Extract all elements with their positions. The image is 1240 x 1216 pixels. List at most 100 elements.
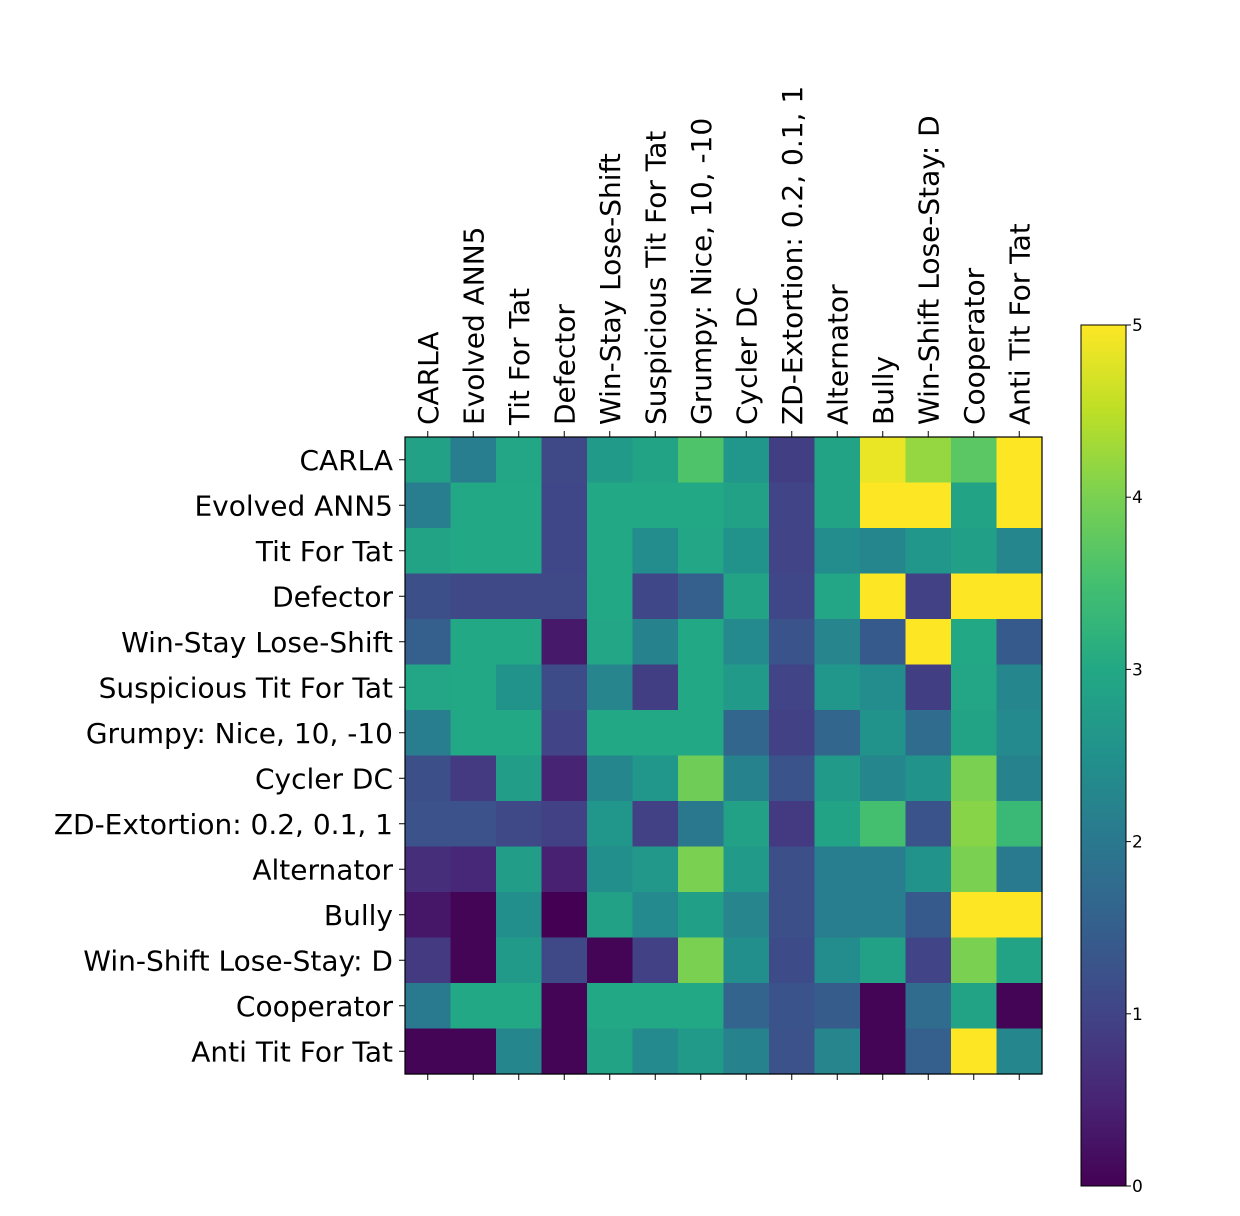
heatmap-cell bbox=[951, 1028, 998, 1075]
heatmap-cell bbox=[860, 619, 907, 666]
heatmap-cell bbox=[678, 664, 725, 711]
heatmap-cell bbox=[814, 1028, 861, 1075]
x-tick-label: CARLA bbox=[412, 331, 445, 425]
heatmap-cell bbox=[450, 664, 497, 711]
y-tick-label: Cooperator bbox=[236, 990, 394, 1023]
heatmap-cell bbox=[496, 528, 543, 575]
heatmap-cell bbox=[496, 1028, 543, 1075]
heatmap-cell bbox=[541, 664, 588, 711]
heatmap-cell bbox=[814, 528, 861, 575]
y-tick-label: CARLA bbox=[299, 444, 393, 477]
x-tick-label: Grumpy: Nice, 10, -10 bbox=[685, 118, 718, 425]
heatmap-cell bbox=[496, 482, 543, 529]
heatmap-cell bbox=[405, 619, 452, 666]
heatmap-cell bbox=[632, 983, 679, 1030]
heatmap-cell bbox=[405, 664, 452, 711]
x-tick-label: Anti Tit For Tat bbox=[1003, 223, 1036, 425]
heatmap-cell bbox=[587, 801, 634, 848]
heatmap-cell bbox=[860, 528, 907, 575]
heatmap-cell bbox=[723, 619, 770, 666]
heatmap-cell bbox=[905, 892, 952, 939]
y-tick-label: Tit For Tat bbox=[255, 535, 393, 568]
heatmap-cell bbox=[860, 482, 907, 529]
heatmap-cell bbox=[678, 573, 725, 620]
heatmap-cell bbox=[405, 437, 452, 484]
heatmap-cell bbox=[996, 528, 1043, 575]
heatmap-cell bbox=[632, 528, 679, 575]
heatmap-cell bbox=[587, 755, 634, 802]
heatmap-cell bbox=[996, 801, 1043, 848]
heatmap-cell bbox=[632, 937, 679, 984]
heatmap-cell bbox=[860, 437, 907, 484]
heatmap-cell bbox=[769, 983, 816, 1030]
heatmap-cell bbox=[405, 801, 452, 848]
heatmap-cell bbox=[405, 482, 452, 529]
heatmap-cell bbox=[405, 1028, 452, 1075]
heatmap-cell bbox=[905, 437, 952, 484]
heatmap-cell bbox=[541, 846, 588, 893]
heatmap-cell bbox=[905, 983, 952, 1030]
heatmap-cell bbox=[860, 710, 907, 757]
heatmap-cell bbox=[905, 710, 952, 757]
heatmap-cells bbox=[405, 437, 1043, 1075]
y-tick-label: Suspicious Tit For Tat bbox=[99, 671, 393, 704]
x-tick-label: Bully bbox=[867, 356, 900, 425]
heatmap-cell bbox=[450, 1028, 497, 1075]
heatmap-cell bbox=[496, 573, 543, 620]
heatmap-cell bbox=[814, 437, 861, 484]
heatmap-cell bbox=[496, 983, 543, 1030]
heatmap-cell bbox=[723, 801, 770, 848]
heatmap-cell bbox=[678, 710, 725, 757]
heatmap-cell bbox=[450, 755, 497, 802]
heatmap-cell bbox=[996, 664, 1043, 711]
heatmap-cell bbox=[723, 710, 770, 757]
heatmap-cell bbox=[996, 437, 1043, 484]
heatmap-cell bbox=[814, 983, 861, 1030]
colorbar-gradient bbox=[1080, 324, 1127, 1187]
heatmap-cell bbox=[860, 801, 907, 848]
heatmap-cell bbox=[814, 892, 861, 939]
heatmap-cell bbox=[541, 482, 588, 529]
heatmap-cell bbox=[769, 801, 816, 848]
x-tick-label: Cycler DC bbox=[730, 287, 763, 425]
heatmap-cell bbox=[587, 664, 634, 711]
colorbar-tick-label: 2 bbox=[1132, 833, 1143, 853]
y-tick-label: Anti Tit For Tat bbox=[191, 1035, 393, 1068]
heatmap-cell bbox=[723, 437, 770, 484]
y-axis-labels: CARLA Evolved ANN5 Tit For Tat Defector Win-… bbox=[54, 444, 394, 1069]
heatmap-cell bbox=[996, 755, 1043, 802]
heatmap-cell bbox=[496, 755, 543, 802]
heatmap-cell bbox=[723, 937, 770, 984]
heatmap-cell bbox=[814, 755, 861, 802]
heatmap-cell bbox=[723, 1028, 770, 1075]
heatmap-cell bbox=[678, 437, 725, 484]
heatmap-frame bbox=[404, 436, 1043, 1075]
heatmap-cell bbox=[723, 892, 770, 939]
heatmap-cell bbox=[587, 892, 634, 939]
heatmap-cell bbox=[814, 710, 861, 757]
heatmap-cell bbox=[450, 710, 497, 757]
heatmap-cell bbox=[496, 937, 543, 984]
colorbar: 0 1 2 3 4 5 bbox=[1080, 316, 1143, 1197]
heatmap-cell bbox=[769, 573, 816, 620]
heatmap-cell bbox=[951, 437, 998, 484]
heatmap-cell bbox=[496, 846, 543, 893]
heatmap-cell bbox=[951, 619, 998, 666]
heatmap-cell bbox=[814, 573, 861, 620]
heatmap-cell bbox=[905, 801, 952, 848]
heatmap-cell bbox=[814, 482, 861, 529]
y-tick-label: Grumpy: Nice, 10, -10 bbox=[86, 717, 393, 750]
y-tick-label: Defector bbox=[272, 580, 393, 613]
x-tick-label: Win-Stay Lose-Shift bbox=[594, 153, 627, 425]
heatmap-cell bbox=[723, 528, 770, 575]
x-tick-label: Alternator bbox=[821, 284, 854, 425]
heatmap-cell bbox=[814, 846, 861, 893]
colorbar-tick-label: 5 bbox=[1132, 316, 1143, 336]
heatmap-cell bbox=[951, 846, 998, 893]
y-axis-ticks bbox=[399, 459, 405, 1052]
heatmap-cell bbox=[405, 983, 452, 1030]
heatmap-cell bbox=[905, 619, 952, 666]
heatmap-cell bbox=[496, 664, 543, 711]
heatmap-cell bbox=[905, 664, 952, 711]
heatmap-cell bbox=[723, 664, 770, 711]
